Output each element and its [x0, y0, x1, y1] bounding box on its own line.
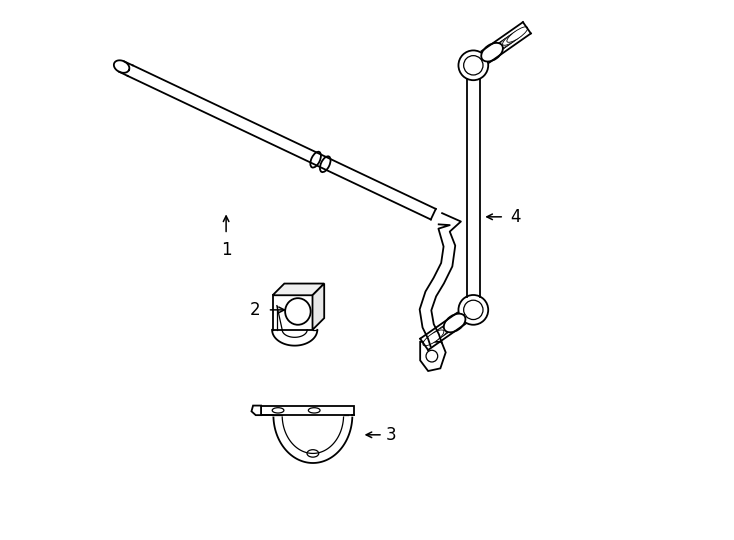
Polygon shape [272, 284, 324, 295]
Ellipse shape [436, 321, 457, 336]
Polygon shape [252, 406, 261, 415]
Polygon shape [272, 295, 313, 330]
Text: 4: 4 [511, 208, 521, 226]
Polygon shape [261, 406, 354, 415]
Polygon shape [313, 284, 324, 330]
Ellipse shape [307, 450, 319, 457]
Ellipse shape [426, 350, 437, 362]
Ellipse shape [432, 324, 453, 340]
Ellipse shape [482, 45, 502, 60]
Ellipse shape [445, 314, 466, 330]
Text: 1: 1 [221, 241, 231, 259]
Ellipse shape [444, 314, 465, 332]
Text: 3: 3 [385, 426, 396, 444]
Ellipse shape [308, 408, 320, 413]
Ellipse shape [490, 39, 511, 54]
Ellipse shape [494, 36, 515, 51]
Ellipse shape [459, 50, 488, 80]
Ellipse shape [486, 42, 506, 57]
Ellipse shape [427, 327, 448, 343]
Text: 2: 2 [250, 301, 261, 319]
Ellipse shape [272, 408, 284, 413]
Ellipse shape [310, 152, 321, 167]
Ellipse shape [423, 330, 444, 346]
Polygon shape [420, 342, 446, 371]
Ellipse shape [459, 295, 488, 325]
Ellipse shape [285, 298, 310, 325]
Ellipse shape [498, 33, 519, 48]
Ellipse shape [507, 27, 528, 42]
Ellipse shape [464, 56, 483, 75]
Ellipse shape [440, 318, 462, 333]
Ellipse shape [320, 156, 330, 172]
Ellipse shape [503, 30, 523, 45]
Ellipse shape [482, 43, 503, 62]
Ellipse shape [464, 300, 483, 320]
